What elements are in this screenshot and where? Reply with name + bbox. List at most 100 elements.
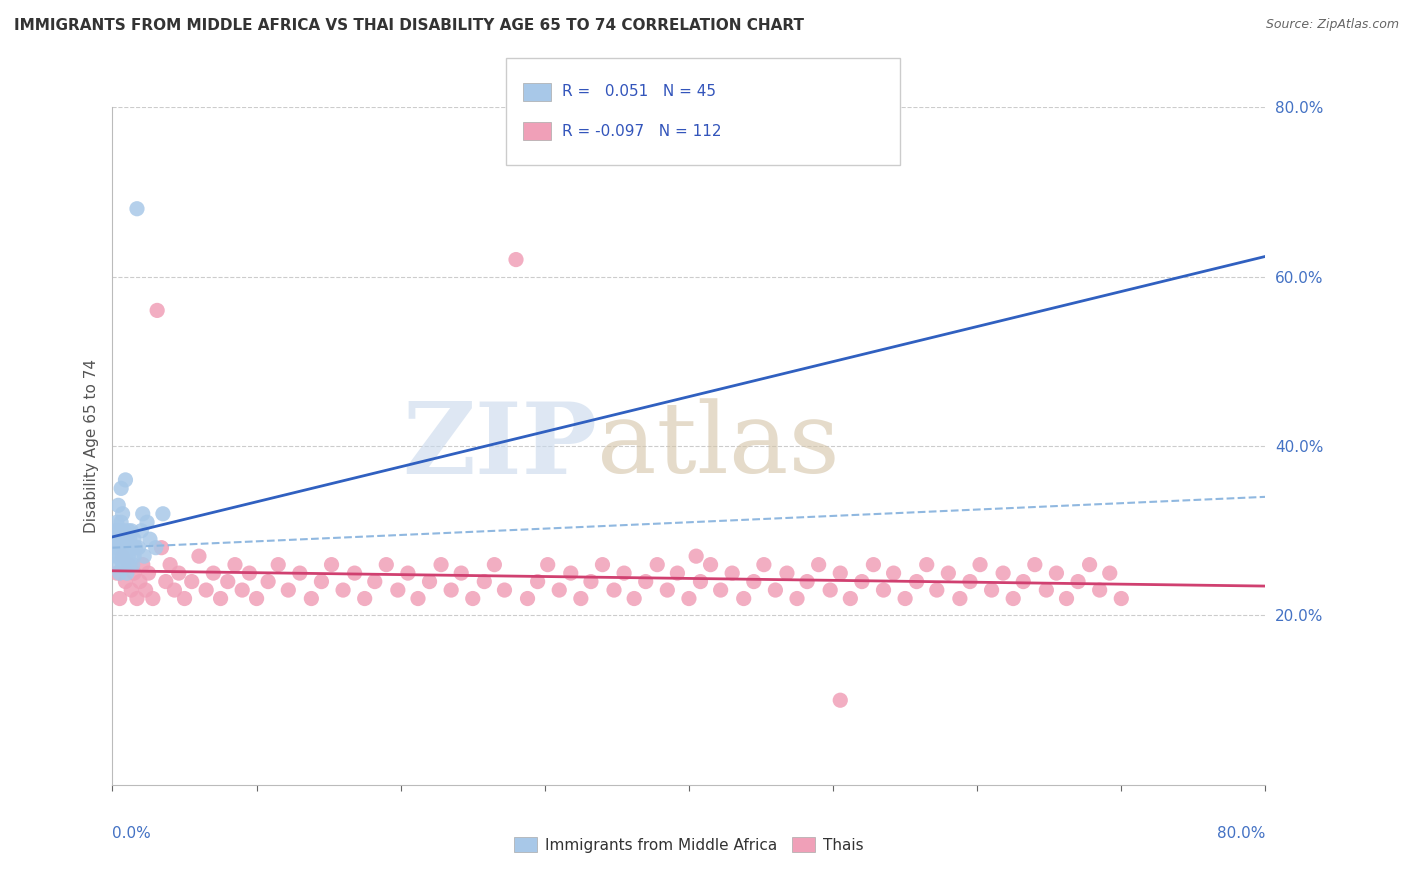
Point [353, 591, 375, 606]
Point [343, 566, 366, 581]
Point [915, 558, 938, 572]
Point [107, 532, 129, 546]
Point [685, 549, 707, 564]
Point [699, 558, 721, 572]
Point [579, 574, 602, 589]
Text: atlas: atlas [596, 398, 839, 494]
Point [110, 482, 132, 496]
Point [128, 574, 150, 589]
Point [818, 583, 841, 598]
Point [419, 574, 441, 589]
Point [135, 583, 157, 598]
Point [173, 591, 195, 606]
Point [862, 558, 884, 572]
Point [129, 524, 153, 538]
Point [494, 583, 516, 598]
Point [472, 574, 495, 589]
Point [1035, 583, 1057, 598]
Point [110, 541, 132, 555]
Y-axis label: Disability Age 65 to 74: Disability Age 65 to 74 [83, 359, 98, 533]
Point [167, 566, 190, 581]
Point [872, 583, 894, 598]
Point [121, 558, 143, 572]
Point [115, 541, 138, 555]
Point [132, 558, 155, 572]
Point [742, 574, 765, 589]
Point [108, 524, 131, 538]
Point [603, 583, 626, 598]
Point [1002, 591, 1025, 606]
Point [107, 541, 129, 555]
Point [830, 566, 852, 581]
Point [122, 549, 145, 564]
Point [1056, 591, 1078, 606]
Point [105, 566, 128, 581]
Point [406, 591, 429, 606]
Point [786, 591, 808, 606]
Point [115, 566, 138, 581]
Point [396, 566, 419, 581]
Point [155, 574, 177, 589]
Point [202, 566, 225, 581]
Point [678, 591, 700, 606]
Point [163, 583, 186, 598]
Point [117, 558, 139, 572]
Point [150, 541, 173, 555]
Point [257, 574, 280, 589]
Point [224, 558, 246, 572]
Point [883, 566, 905, 581]
Point [134, 549, 156, 564]
Point [991, 566, 1014, 581]
Point [108, 591, 131, 606]
Point [537, 558, 560, 572]
Point [125, 202, 148, 216]
Point [733, 591, 755, 606]
Point [905, 574, 928, 589]
Point [548, 583, 571, 598]
Point [152, 507, 174, 521]
Point [115, 532, 138, 546]
Text: Source: ZipAtlas.com: Source: ZipAtlas.com [1265, 18, 1399, 31]
Point [560, 566, 582, 581]
Point [138, 566, 160, 581]
Point [110, 515, 132, 529]
Point [277, 583, 299, 598]
Point [645, 558, 668, 572]
Point [246, 591, 269, 606]
Point [118, 532, 141, 546]
Point [689, 574, 711, 589]
Point [127, 541, 149, 555]
Point [195, 583, 218, 598]
Point [136, 515, 159, 529]
Point [105, 541, 128, 555]
Point [569, 591, 592, 606]
Point [125, 591, 148, 606]
Point [776, 566, 799, 581]
Point [231, 583, 253, 598]
Point [592, 558, 614, 572]
Point [796, 574, 818, 589]
Point [1078, 558, 1101, 572]
Point [839, 591, 862, 606]
Point [105, 515, 128, 529]
Point [657, 583, 679, 598]
Point [180, 574, 202, 589]
Point [112, 524, 135, 538]
Point [122, 566, 145, 581]
Point [925, 583, 948, 598]
Point [146, 303, 169, 318]
Text: 80.0%: 80.0% [1218, 826, 1265, 840]
Text: 0.0%: 0.0% [112, 826, 152, 840]
Point [114, 574, 136, 589]
Point [111, 549, 134, 564]
Point [440, 583, 463, 598]
Point [1067, 574, 1090, 589]
Point [321, 558, 343, 572]
Point [765, 583, 787, 598]
Point [118, 558, 141, 572]
Point [666, 566, 689, 581]
Point [634, 574, 657, 589]
Point [105, 558, 128, 572]
Point [120, 541, 142, 555]
Point [145, 541, 167, 555]
